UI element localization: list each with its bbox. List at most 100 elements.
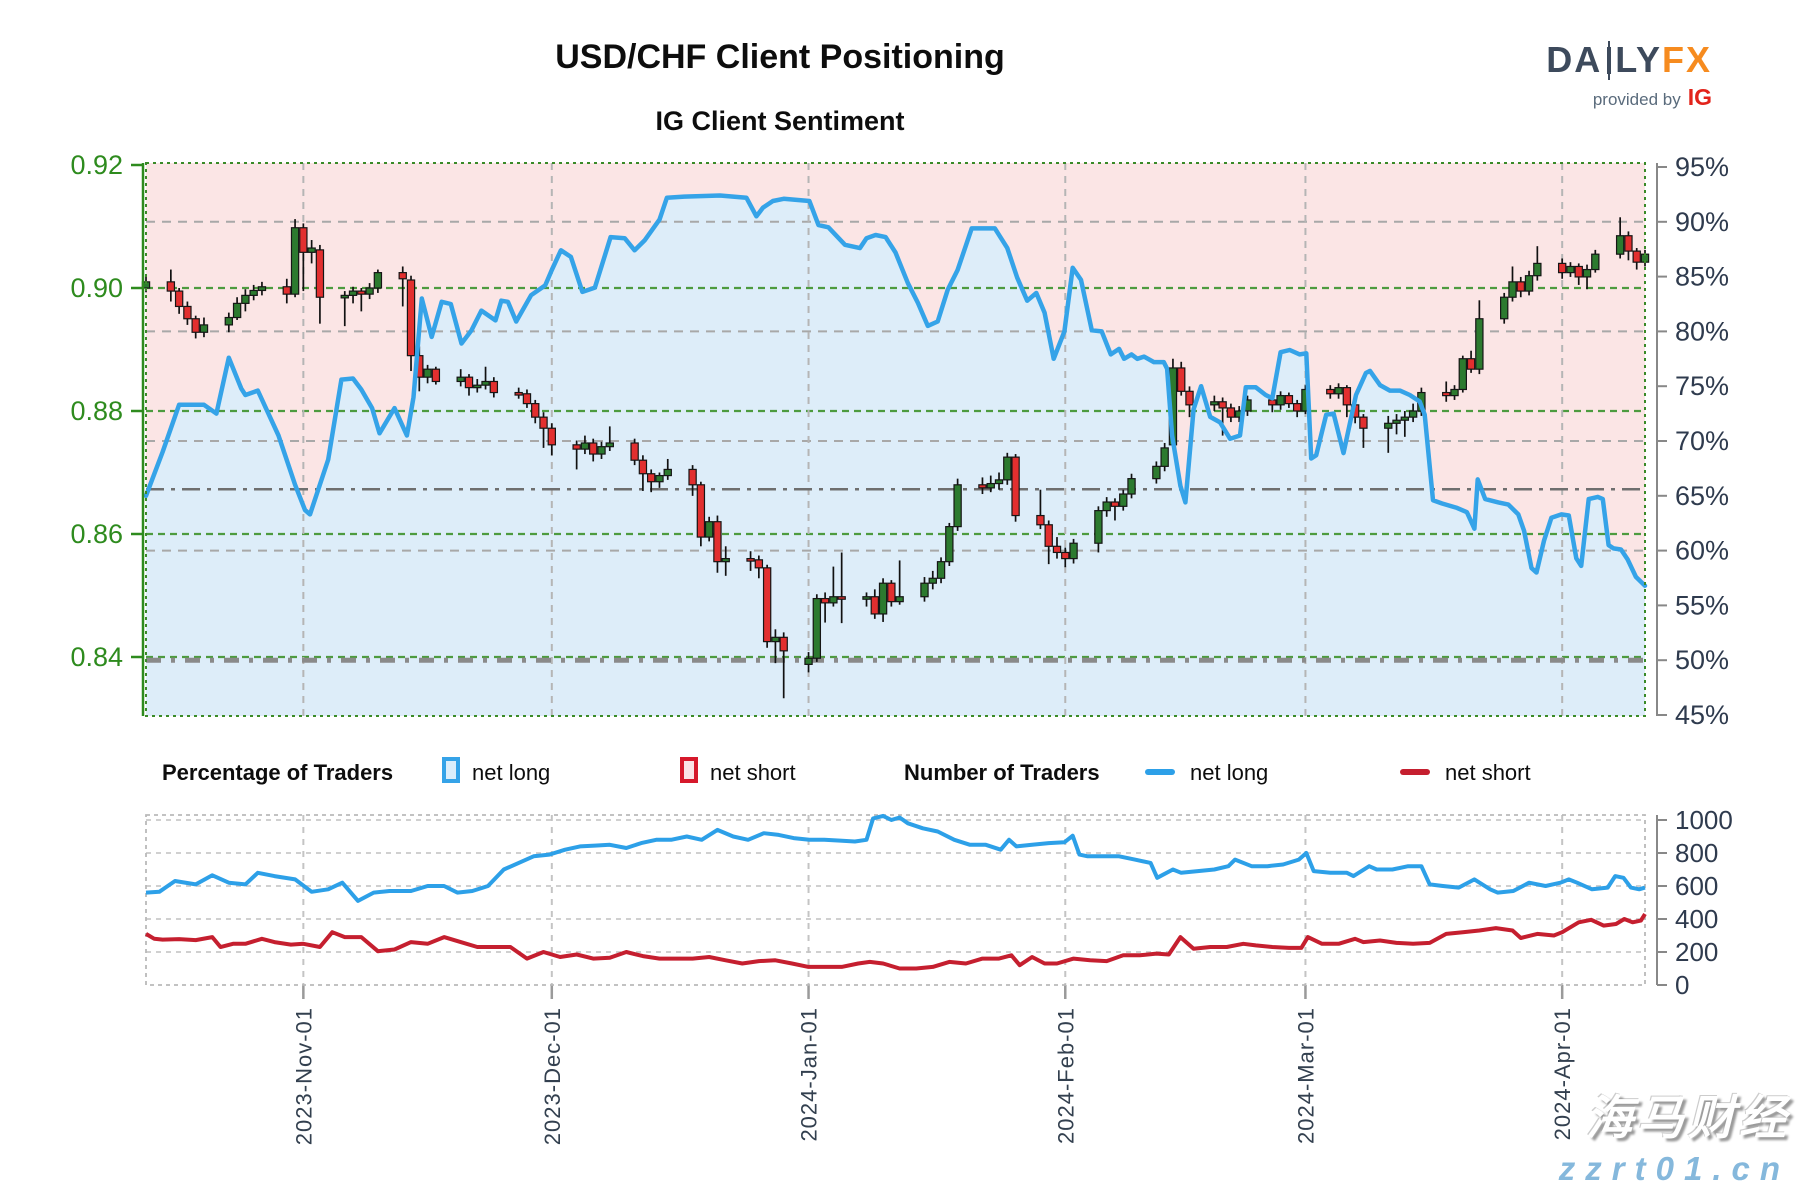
- candle-down: [1442, 391, 1451, 397]
- candle-down: [779, 636, 788, 652]
- pct-tick-label: 50%: [1675, 645, 1729, 675]
- pct-tick-label: 95%: [1675, 152, 1729, 182]
- logo-fx: FX: [1661, 39, 1712, 80]
- candle-up: [1408, 410, 1418, 418]
- pct-tick-label: 55%: [1675, 590, 1729, 620]
- candle-down: [514, 391, 523, 396]
- count-tick-label: 0: [1675, 970, 1689, 1000]
- candle-up: [580, 442, 590, 450]
- candle-up: [1119, 493, 1128, 507]
- candle-up: [1069, 542, 1078, 560]
- candle-up: [862, 596, 871, 600]
- candle-down: [1185, 390, 1194, 406]
- candle-up: [1152, 465, 1161, 480]
- candle-down: [398, 272, 407, 280]
- provided-by-row: provided by IG: [1546, 84, 1712, 111]
- price-tick-label: 0.90: [70, 273, 123, 303]
- candle-down: [431, 368, 441, 383]
- candle-down: [1011, 456, 1020, 517]
- price-tick-label: 0.92: [70, 150, 123, 180]
- candle-down: [406, 279, 416, 357]
- candle-up: [1615, 235, 1625, 255]
- traders-net-short-line: [144, 912, 1647, 971]
- candle-up: [232, 302, 242, 319]
- candle-down: [1052, 545, 1062, 554]
- candle-down: [1110, 501, 1120, 507]
- candle-up: [663, 468, 672, 477]
- legend-pct-net-long-swatch: [442, 757, 460, 783]
- candle-down: [174, 290, 184, 308]
- candle-down: [1268, 399, 1277, 406]
- legend-number-heading: Number of Traders: [904, 760, 1100, 785]
- x-axis-date-label: 2023-Nov-01: [291, 1007, 316, 1145]
- candle-up: [1160, 447, 1169, 467]
- candle-up: [597, 446, 606, 455]
- candle-down: [357, 290, 366, 295]
- pct-tick-label: 65%: [1675, 481, 1729, 511]
- watermark-line1: 海马财经: [1586, 1091, 1790, 1144]
- count-tick-label: 1000: [1675, 805, 1733, 835]
- pct-tick-label: 60%: [1675, 536, 1729, 566]
- candle-up: [199, 324, 209, 333]
- candle-down: [646, 473, 656, 483]
- candle-up: [241, 294, 250, 304]
- candle-up: [1003, 456, 1012, 481]
- candle-up: [307, 247, 316, 253]
- candle-up: [1500, 296, 1509, 320]
- candle-down: [282, 286, 291, 295]
- candle-up: [473, 384, 482, 389]
- watermark: 海马财经 zzrt01.cn: [1559, 1079, 1790, 1188]
- candle-up: [920, 582, 929, 598]
- legend-pct-net-short-swatch: [680, 757, 698, 783]
- candle-down: [762, 567, 772, 643]
- candle-down: [746, 557, 755, 562]
- x-axis-date-label: 2024-Jan-01: [797, 1007, 822, 1142]
- pct-tick-label: 70%: [1675, 426, 1729, 456]
- candle-up: [1475, 318, 1484, 370]
- candle-up: [1210, 401, 1219, 406]
- candle-up: [895, 596, 904, 603]
- legend-num-net-short-label: net short: [1445, 760, 1531, 785]
- candle-down: [1516, 281, 1525, 292]
- pct-tick-label: 90%: [1675, 207, 1729, 237]
- candle-down: [696, 484, 706, 538]
- legend-num-net-long-label: net long: [1190, 760, 1269, 785]
- candle-down: [489, 380, 499, 394]
- count-tick-label: 800: [1675, 838, 1718, 868]
- watermark-line2: zzrt01.cn: [1558, 1150, 1790, 1187]
- candle-up: [1591, 253, 1600, 271]
- candle-down: [754, 559, 764, 569]
- candle-down: [299, 227, 308, 253]
- candle-down: [531, 403, 540, 418]
- candle-up: [348, 290, 358, 296]
- price-tick-label: 0.88: [70, 396, 123, 426]
- candle-down: [820, 597, 830, 604]
- candle-up: [655, 474, 664, 483]
- candle-up: [605, 442, 614, 448]
- chart-title: IG Client Sentiment: [655, 106, 905, 136]
- candle-down: [1292, 403, 1302, 412]
- candle-up: [1566, 265, 1575, 274]
- candle-down: [1574, 265, 1583, 278]
- candle-up: [481, 380, 490, 386]
- logo-ly: LY: [1615, 39, 1662, 80]
- candle-up: [704, 521, 714, 538]
- candle-up: [945, 526, 954, 563]
- candle-down: [887, 582, 896, 603]
- traders-net-long-line: [145, 813, 1646, 903]
- candle-down: [713, 521, 722, 563]
- candle-up: [1582, 268, 1592, 278]
- candle-up: [1276, 395, 1285, 406]
- candle-up: [986, 482, 995, 489]
- logo-da: DA: [1546, 39, 1603, 80]
- candle-down: [315, 249, 325, 298]
- candle-up: [829, 596, 838, 604]
- pct-tick-label: 75%: [1675, 371, 1729, 401]
- candle-up: [249, 289, 258, 296]
- candle-down: [522, 393, 532, 405]
- candle-down: [688, 468, 697, 486]
- candle-up: [994, 479, 1004, 485]
- candle-down: [978, 484, 987, 489]
